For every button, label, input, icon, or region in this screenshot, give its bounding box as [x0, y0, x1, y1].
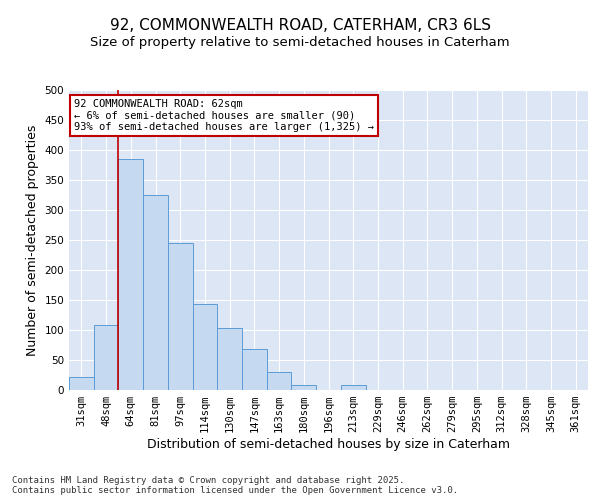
Bar [341, 385, 365, 390]
Bar [94, 325, 118, 390]
Bar [217, 328, 242, 390]
X-axis label: Distribution of semi-detached houses by size in Caterham: Distribution of semi-detached houses by … [147, 438, 510, 451]
Text: 92, COMMONWEALTH ROAD, CATERHAM, CR3 6LS: 92, COMMONWEALTH ROAD, CATERHAM, CR3 6LS [110, 18, 491, 32]
Bar [168, 243, 193, 390]
Text: Size of property relative to semi-detached houses in Caterham: Size of property relative to semi-detach… [90, 36, 510, 49]
Bar [193, 304, 217, 390]
Bar [267, 372, 292, 390]
Bar [118, 159, 143, 390]
Bar [69, 377, 94, 390]
Text: 92 COMMONWEALTH ROAD: 62sqm
← 6% of semi-detached houses are smaller (90)
93% of: 92 COMMONWEALTH ROAD: 62sqm ← 6% of semi… [74, 99, 374, 132]
Bar [292, 385, 316, 390]
Text: Contains HM Land Registry data © Crown copyright and database right 2025.
Contai: Contains HM Land Registry data © Crown c… [12, 476, 458, 495]
Bar [143, 195, 168, 390]
Bar [242, 349, 267, 390]
Y-axis label: Number of semi-detached properties: Number of semi-detached properties [26, 124, 39, 356]
